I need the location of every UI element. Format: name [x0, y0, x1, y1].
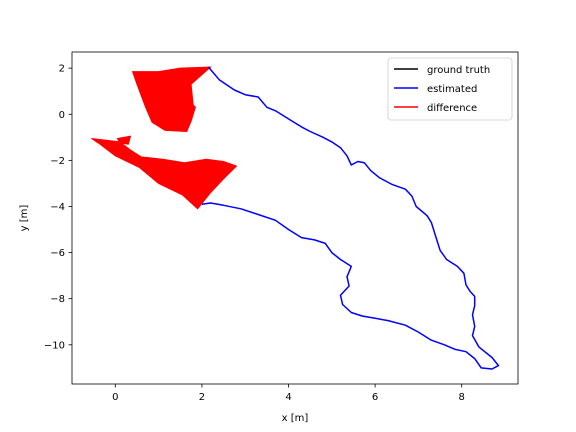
y-tick-label: −2 — [50, 156, 65, 167]
difference-region-0 — [131, 66, 212, 133]
x-tick-label: 4 — [285, 392, 291, 403]
estimated-trajectory-line — [201, 66, 500, 370]
x-axis: 0 2 4 6 8 — [112, 384, 465, 403]
y-axis-label: y [m] — [19, 205, 30, 232]
y-tick-label: 0 — [59, 110, 65, 121]
plot-frame — [71, 51, 519, 385]
y-tick-label: −4 — [50, 202, 65, 213]
x-tick-label: 0 — [112, 392, 118, 403]
y-tick-label: −8 — [50, 294, 65, 305]
legend-label-difference: difference — [427, 103, 477, 114]
legend-box — [387, 57, 513, 121]
x-axis-label: x [m] — [282, 413, 309, 424]
legend-label-estimated: estimated — [427, 84, 477, 95]
data-layer — [91, 66, 500, 370]
x-tick-label: 2 — [199, 392, 205, 403]
difference-region-1 — [91, 138, 238, 210]
x-tick-label: 6 — [372, 392, 378, 403]
y-tick-label: −10 — [44, 340, 65, 351]
y-axis: 2 0 −2 −4 −6 −8 −10 — [44, 64, 72, 351]
y-tick-label: −6 — [50, 248, 65, 259]
legend: ground truth estimated difference — [387, 57, 513, 121]
x-tick-label: 8 — [459, 392, 465, 403]
y-tick-label: 2 — [59, 64, 65, 75]
legend-label-ground-truth: ground truth — [427, 65, 490, 76]
difference-region-2 — [116, 135, 132, 145]
